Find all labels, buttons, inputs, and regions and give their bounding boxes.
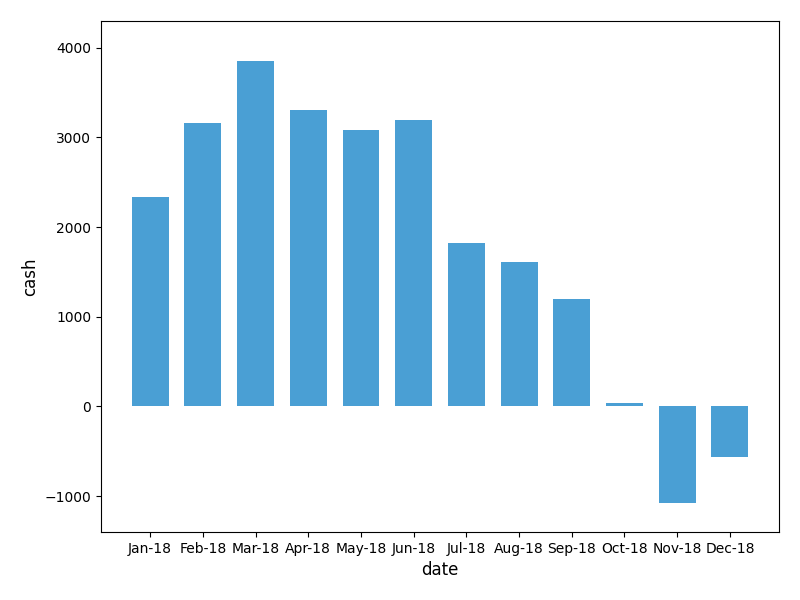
Bar (658, 406, 696, 503)
Bar (237, 61, 274, 406)
Bar (132, 197, 169, 406)
Bar (395, 121, 432, 406)
Y-axis label: cash: cash (21, 257, 39, 296)
Bar (290, 110, 326, 406)
Bar (448, 243, 485, 406)
Bar (554, 299, 590, 406)
X-axis label: date: date (422, 561, 458, 579)
Bar (711, 406, 748, 457)
Bar (606, 403, 643, 406)
Bar (184, 123, 222, 406)
Bar (342, 130, 379, 406)
Bar (501, 262, 538, 406)
